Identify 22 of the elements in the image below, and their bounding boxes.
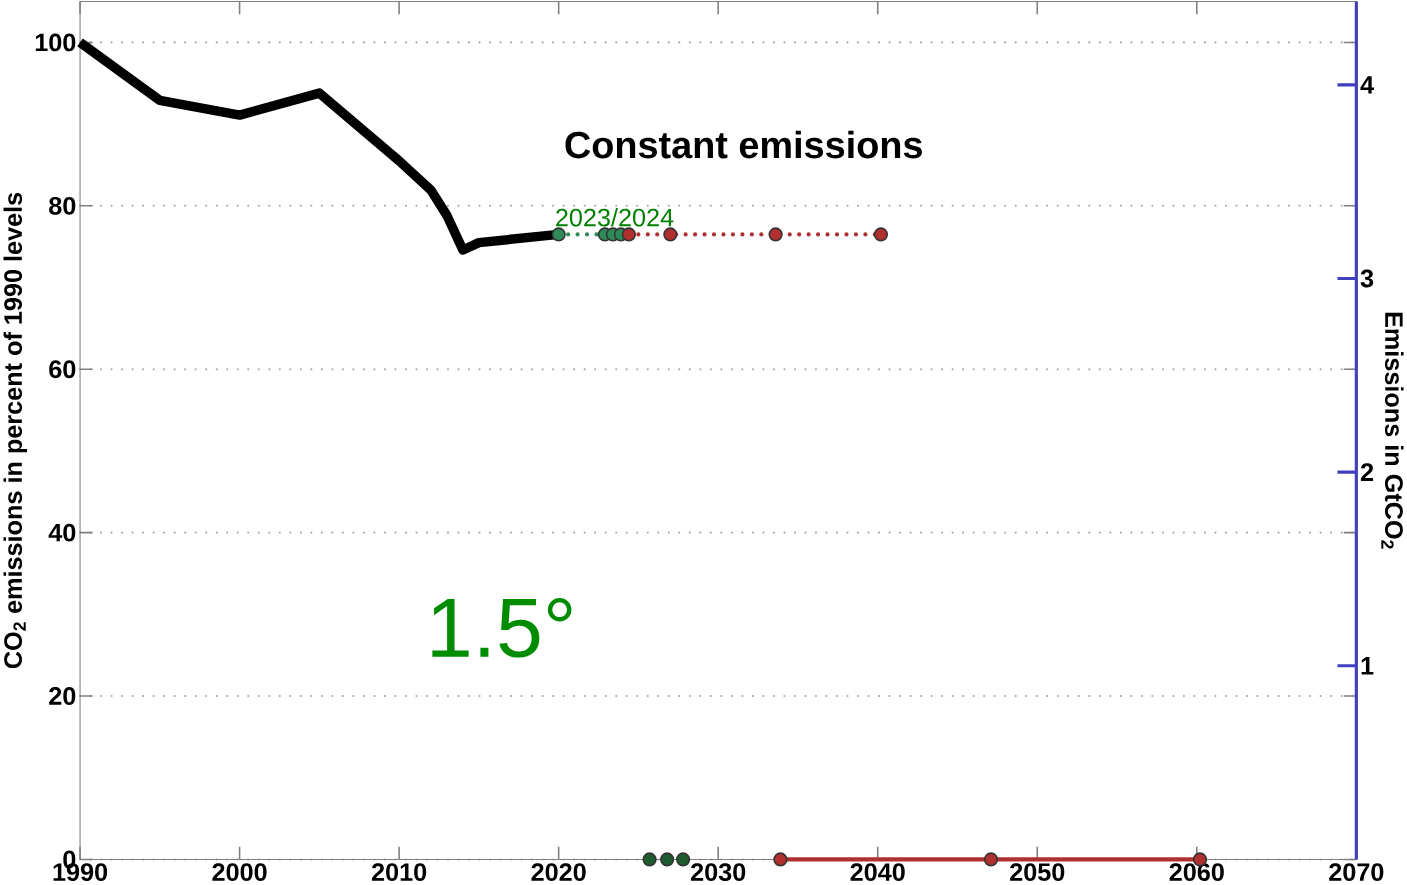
y2-tick-label: 2 bbox=[1360, 463, 1374, 482]
y-tick-label: 100 bbox=[35, 33, 76, 52]
annotation: 1.5° bbox=[432, 598, 572, 658]
x-tick-label: 2010 bbox=[371, 863, 427, 882]
text: Constant emissions bbox=[565, 130, 922, 159]
x-tick-label: 2060 bbox=[1169, 863, 1224, 882]
x-tick-label: 2000 bbox=[212, 863, 267, 882]
y-tick-label: 20 bbox=[49, 687, 76, 706]
y2-tick-label: 1 bbox=[1361, 657, 1374, 675]
y-tick-label: 80 bbox=[49, 197, 76, 215]
y2-axis-title: Emissions in GtCO$_{2}$ bbox=[1381, 312, 1404, 549]
annotation: 2023/2024 bbox=[556, 208, 674, 227]
x-tick-label: 2070 bbox=[1329, 863, 1384, 882]
y-tick-label: 60 bbox=[49, 360, 76, 379]
x-tick-label: 2020 bbox=[531, 863, 586, 882]
y-tick-label: 40 bbox=[48, 523, 76, 542]
x-tick-label: 2040 bbox=[850, 863, 905, 882]
y2-tick-label: 3 bbox=[1360, 269, 1374, 288]
y-axis-title: CO$_{2}$ emissions in percent of 1990 levels bbox=[3, 193, 28, 669]
x-tick-label: 2050 bbox=[1010, 863, 1065, 882]
y2-tick-label: 4 bbox=[1360, 76, 1374, 94]
x-tick-label: 2030 bbox=[691, 863, 746, 882]
